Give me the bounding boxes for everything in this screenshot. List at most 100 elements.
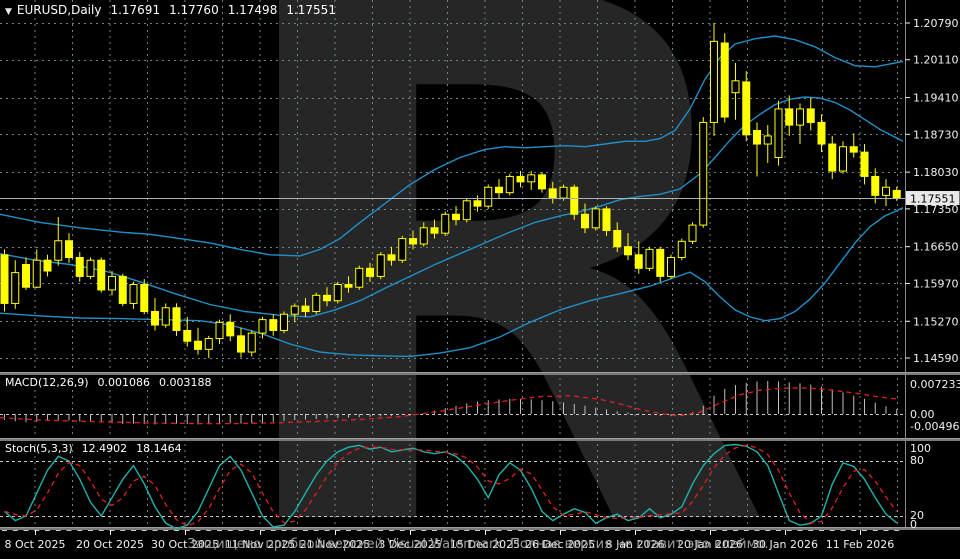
time-axis-dash <box>238 530 244 531</box>
candle-bull <box>333 284 342 302</box>
quote-high: 1.17760 <box>169 3 219 17</box>
candle-bear <box>409 238 417 245</box>
candle-bear <box>140 284 149 313</box>
pane-separator <box>0 372 960 373</box>
time-axis-dash <box>829 530 835 531</box>
candle-bear <box>785 108 794 126</box>
time-axis-dash <box>657 530 663 531</box>
candle-bear <box>624 246 632 256</box>
time-axis-dash <box>432 530 437 531</box>
candle-bear <box>65 240 73 258</box>
candle-bear <box>473 200 482 207</box>
time-axis-dash <box>217 530 222 531</box>
time-axis-dash <box>528 530 534 531</box>
price-axis[interactable]: 1.20790 1.20110 1.19410 1.18730 1.18030 1.173… <box>905 0 960 531</box>
candle-bull <box>462 200 471 221</box>
candle-bear <box>183 329 192 342</box>
candle-bear <box>495 186 503 194</box>
candle-bull <box>204 338 213 350</box>
candle-bear <box>430 227 439 234</box>
time-axis-dash <box>303 530 308 531</box>
price-axis-label: 1.19410 <box>913 92 959 105</box>
time-axis-dash <box>98 530 104 531</box>
symbol-marker-icon: ▼ <box>5 7 12 17</box>
time-axis-dash <box>496 530 502 531</box>
time-axis-dash <box>174 530 179 531</box>
time-axis-dash <box>249 530 255 531</box>
time-axis-dash <box>34 530 40 531</box>
candle-bear <box>548 188 557 199</box>
candle-bear <box>753 130 761 145</box>
candle-bull <box>129 284 138 304</box>
time-axis-dash <box>765 530 771 531</box>
candle-bull <box>280 313 288 331</box>
candle-bear <box>860 151 869 177</box>
candle-bear <box>806 108 815 123</box>
candle-bull <box>312 294 321 313</box>
candle-bear <box>538 174 546 190</box>
candle-bear <box>97 259 106 291</box>
date-label: 30 Jan 2026 <box>752 538 818 551</box>
time-axis-dash <box>604 530 609 531</box>
time-axis-dash <box>88 530 93 531</box>
bollinger-bands <box>0 35 904 358</box>
time-axis-dash <box>797 530 803 531</box>
candle-bear <box>720 42 729 118</box>
candle-bear <box>602 208 611 231</box>
date-label: 8 Oct 2025 <box>4 538 65 551</box>
time-axis-dash <box>819 530 824 531</box>
date-label: 8 Jan 2026 <box>606 538 665 551</box>
candle-bear <box>656 248 665 277</box>
time-axis-dash <box>324 530 330 531</box>
time-axis-dash <box>614 530 620 531</box>
candle-bull <box>215 321 224 340</box>
time-axis-dash <box>442 530 448 531</box>
date-label: 11 Feb 2026 <box>826 538 894 551</box>
date-label: 3 Dec 2025 <box>378 538 441 551</box>
candle-bull <box>699 121 708 226</box>
candle-bull <box>882 186 890 196</box>
stoch-axis-label: 0 <box>910 518 917 531</box>
time-axis-dash <box>851 530 857 531</box>
time-axis-dash <box>23 530 29 531</box>
time-axis-dash <box>625 530 631 531</box>
candle-bear <box>613 229 622 248</box>
chart-title: ▼ EURUSD,Daily 1.17691 1.17760 1.17498 1.1755… <box>5 3 336 17</box>
candle-bull <box>355 267 364 288</box>
time-axis-dash <box>292 530 298 531</box>
candle-bear <box>366 267 374 277</box>
time-axis-dash <box>453 530 459 531</box>
candle-bull <box>731 80 740 94</box>
macd-pane <box>0 381 903 425</box>
candle-bear <box>828 143 837 172</box>
stoch-d-value: 18.1464 <box>136 442 182 455</box>
price-axis-label: 1.18030 <box>913 166 959 179</box>
time-axis-dash <box>690 530 695 531</box>
time-axis-dash <box>485 530 491 531</box>
time-axis-dash <box>281 530 287 531</box>
time-axis-dash <box>668 530 674 531</box>
candle-bear <box>301 305 310 313</box>
candle-bull <box>527 174 536 183</box>
time-axis-dash <box>550 530 556 531</box>
price-axis-label: 1.18730 <box>913 128 959 141</box>
time-axis-dash <box>571 530 577 531</box>
candle-bear <box>892 189 901 199</box>
price-axis-label: 1.16650 <box>913 241 959 254</box>
time-axis-dash <box>356 530 362 531</box>
candle-bear <box>237 335 245 353</box>
time-axis-dash <box>754 530 760 531</box>
macd-axis-label: 0.00 <box>910 408 935 421</box>
pane-separator <box>0 438 960 439</box>
time-axis-dash <box>206 530 212 531</box>
price-axis-label: 1.15970 <box>913 277 959 290</box>
candle-bull <box>774 108 783 159</box>
candle-bear <box>269 319 278 331</box>
time-axis-dash <box>346 530 351 531</box>
macd-axis-label: -0.004969 <box>910 420 960 433</box>
candle-bull <box>763 135 772 145</box>
watermark-text: Защищено пробной версией Visual Watermar… <box>187 537 769 552</box>
time-axis[interactable]: 8 Oct 2025 20 Oct 2025 30 Oct 2025 11 Nov 2… <box>2 530 900 551</box>
date-label: 26 Dec 2025 <box>525 538 595 551</box>
